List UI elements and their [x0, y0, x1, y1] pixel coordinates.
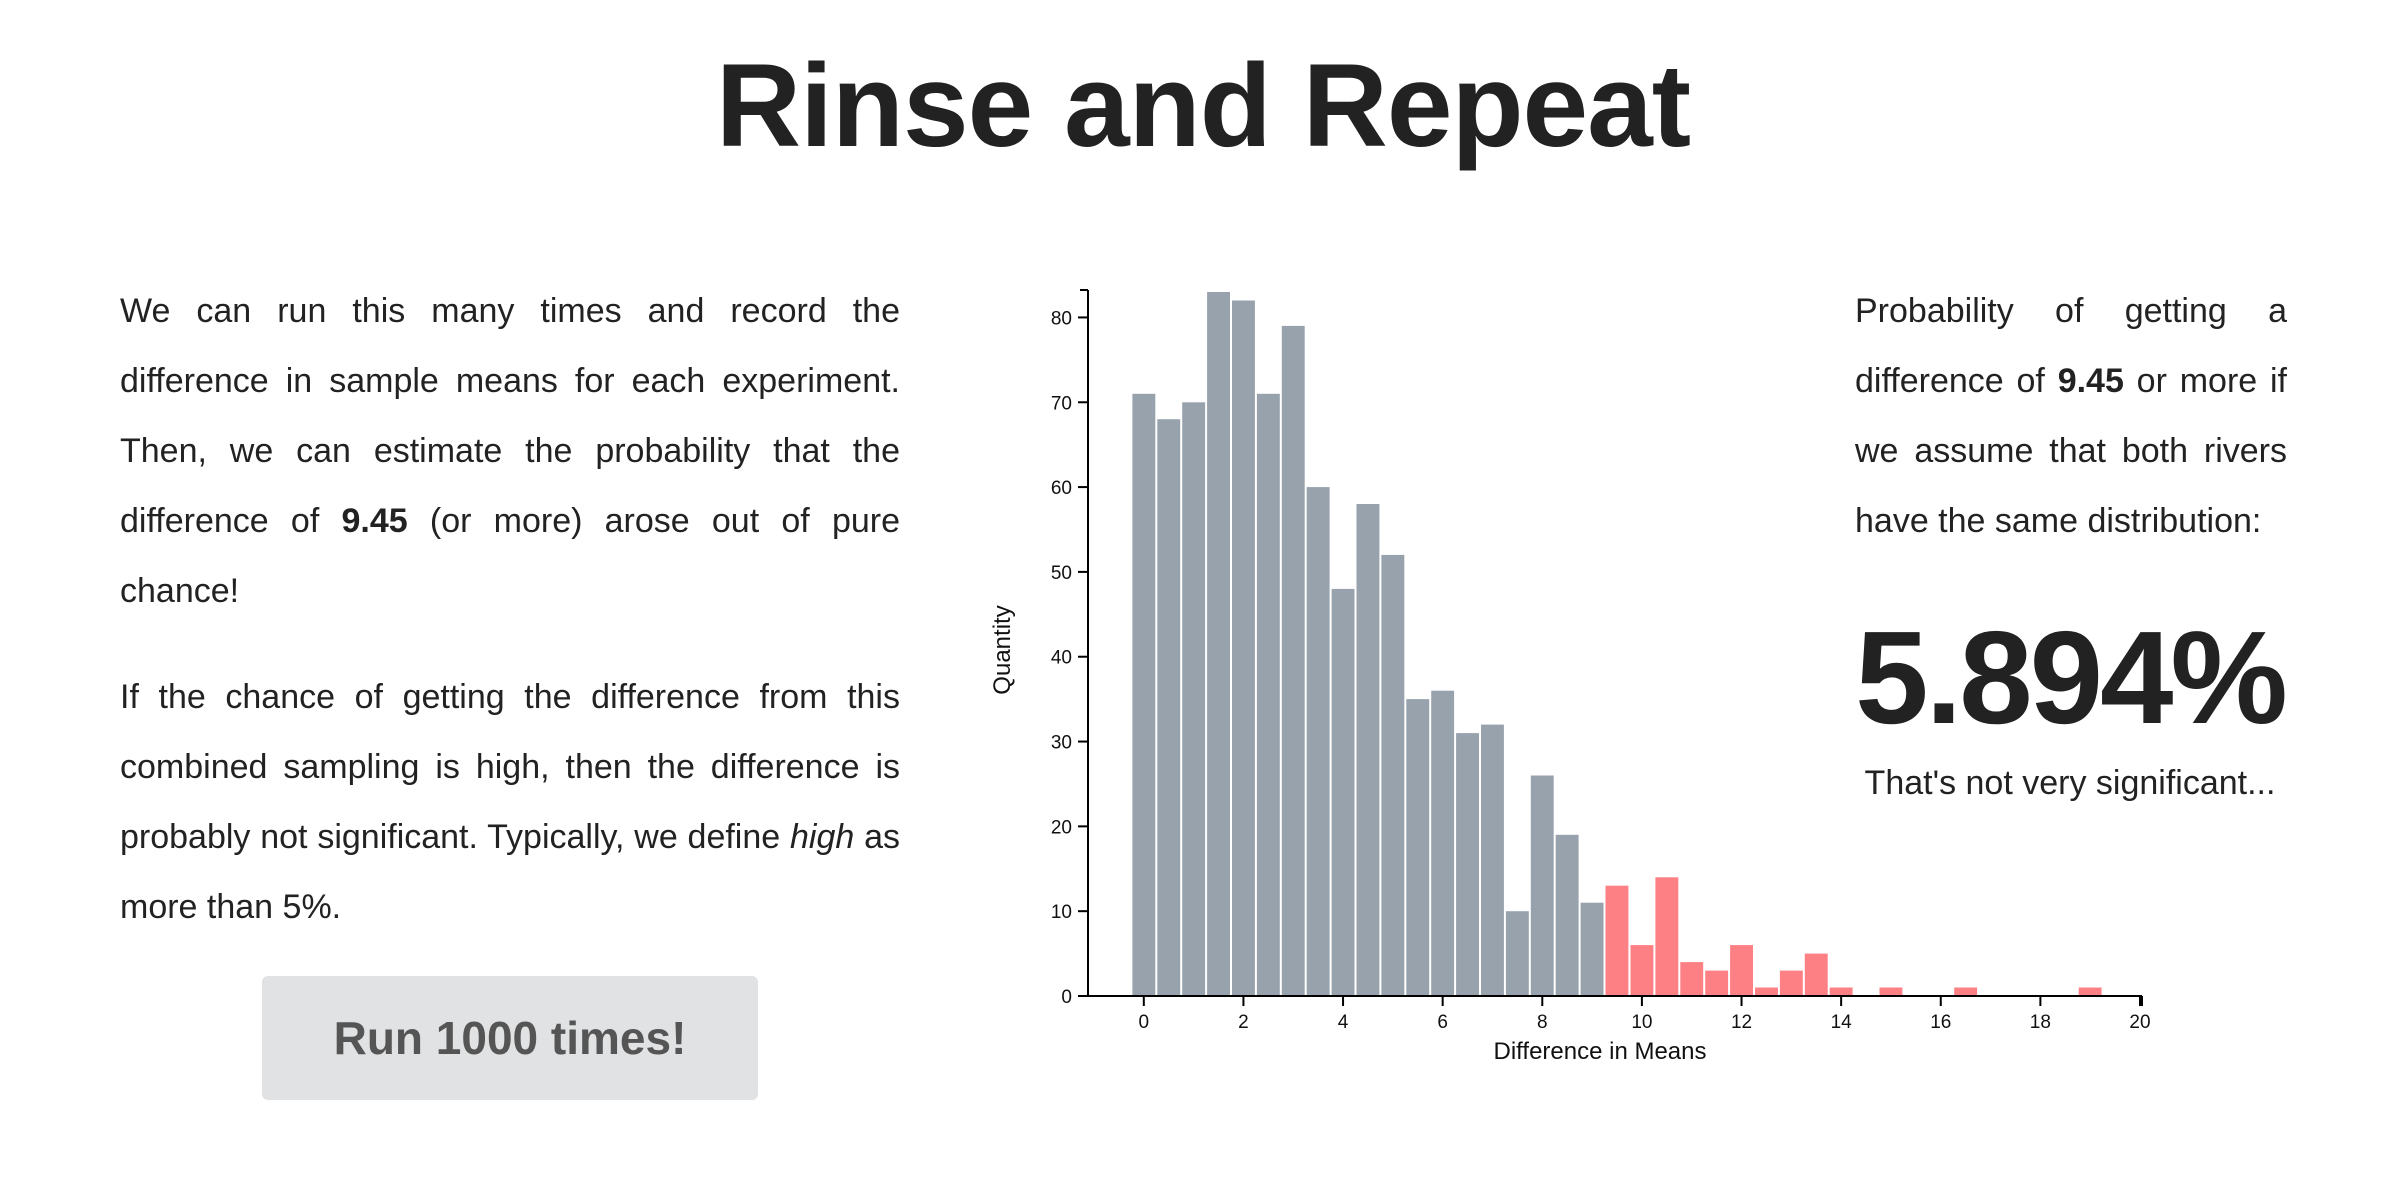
x-tick-label-10: 10	[1631, 1012, 1652, 1033]
histogram-bar-2	[1182, 402, 1206, 996]
y-tick-label-60: 60	[1051, 478, 1072, 499]
histogram-bar-31	[2078, 987, 2102, 996]
y-tick-label-20: 20	[1051, 817, 1072, 838]
explanation-column: We can run this many times and record th…	[120, 276, 900, 942]
x-tick-label-2: 2	[1238, 1012, 1249, 1033]
explanation-paragraph-1: We can run this many times and record th…	[120, 276, 900, 626]
probability-description: Probability of getting a difference of 9…	[1855, 276, 2287, 556]
histogram-bar-26	[1779, 970, 1803, 996]
y-axis-label: Quantity	[989, 605, 1016, 694]
histogram-bar-20	[1630, 945, 1654, 996]
explanation-text: If the chance of getting the difference …	[120, 678, 900, 856]
histogram-bar-18	[1580, 902, 1604, 996]
significance-verdict: That's not very significant...	[1864, 764, 2276, 802]
histogram-bar-5	[1256, 393, 1280, 996]
y-tick-label-50: 50	[1051, 563, 1072, 584]
probability-text: or more if we assume that both rivers ha…	[1855, 362, 2287, 540]
histogram-bar-24	[1730, 945, 1753, 996]
explanation-text: (or more) arose out of pure chance!	[120, 502, 900, 610]
histogram-bar-6	[1281, 325, 1305, 996]
probability-column: Probability of getting a difference of 9…	[1855, 276, 2287, 556]
histogram-bar-27	[1804, 953, 1828, 996]
histogram-bar-29	[1879, 987, 1903, 996]
histogram-bar-7	[1306, 487, 1330, 996]
x-tick-label-6: 6	[1437, 1012, 1448, 1033]
histogram-bar-30	[1954, 987, 1978, 996]
histogram-bar-13	[1456, 733, 1479, 996]
explanation-paragraph-2: If the chance of getting the difference …	[120, 662, 900, 942]
histogram-bar-22	[1680, 962, 1704, 996]
histogram-bar-23	[1705, 970, 1729, 996]
probability-threshold-value: 9.45	[2057, 362, 2124, 400]
histogram-bar-19	[1605, 885, 1629, 996]
x-axis-label: Difference in Means	[1494, 1038, 1707, 1065]
emphasis-high: high	[790, 818, 855, 856]
histogram-bar-8	[1331, 588, 1355, 996]
page-title: Rinse and Repeat	[715, 40, 1691, 172]
y-tick-label-70: 70	[1051, 393, 1072, 414]
run-1000-times-button[interactable]: Run 1000 times!	[262, 976, 758, 1100]
x-tick-label-16: 16	[1930, 1012, 1951, 1033]
x-tick-label-4: 4	[1338, 1012, 1349, 1033]
histogram-bar-0	[1132, 393, 1156, 996]
histogram-bar-9	[1356, 504, 1380, 996]
histogram-chart: 0 10 20 30 40 50 60 70 80 0 2 4 6 8 10 12 14 16 18 20 Diffe…	[980, 270, 2160, 1090]
x-tick-label-20: 20	[2129, 1012, 2150, 1033]
y-tick-label-80: 80	[1051, 308, 1072, 329]
x-tick-label-12: 12	[1731, 1012, 1752, 1033]
histogram-bars	[1132, 292, 2102, 996]
y-tick-label-0: 0	[1061, 987, 1072, 1008]
probability-percent: 5.894%	[1855, 604, 2288, 751]
probability-text: Probability of getting a difference of	[1855, 292, 2287, 400]
histogram-svg: 0 10 20 30 40 50 60 70 80 0 2 4 6 8 10 12 14 16 18 20 Diffe…	[989, 289, 2151, 1065]
histogram-bar-28	[1829, 987, 1853, 996]
x-tick-label-0: 0	[1139, 1012, 1150, 1033]
observed-difference-value: 9.45	[341, 502, 408, 540]
histogram-bar-15	[1505, 911, 1529, 996]
explanation-text: as more than 5%.	[120, 818, 901, 926]
x-tick-label-14: 14	[1831, 1012, 1853, 1033]
histogram-bar-3	[1207, 292, 1230, 996]
histogram-bar-21	[1655, 877, 1679, 996]
x-tick-label-8: 8	[1537, 1012, 1548, 1033]
histogram-bar-16	[1530, 775, 1554, 996]
y-tick-label-40: 40	[1051, 648, 1072, 669]
histogram-bar-25	[1755, 987, 1778, 996]
y-tick-label-30: 30	[1051, 733, 1072, 754]
x-tick-label-18: 18	[2030, 1012, 2051, 1033]
histogram-bar-4	[1232, 300, 1255, 996]
histogram-axes: 0 10 20 30 40 50 60 70 80 0 2 4 6 8 10 12 14 16 18 20	[1051, 289, 2151, 1033]
histogram-bar-11	[1406, 699, 1430, 996]
histogram-bar-1	[1157, 419, 1181, 996]
histogram-bar-14	[1481, 724, 1504, 996]
y-tick-label-10: 10	[1051, 902, 1072, 923]
explanation-text: We can run this many times and record th…	[120, 292, 900, 540]
histogram-bar-17	[1555, 834, 1579, 996]
histogram-bar-10	[1381, 554, 1405, 996]
histogram-bar-12	[1431, 690, 1455, 996]
